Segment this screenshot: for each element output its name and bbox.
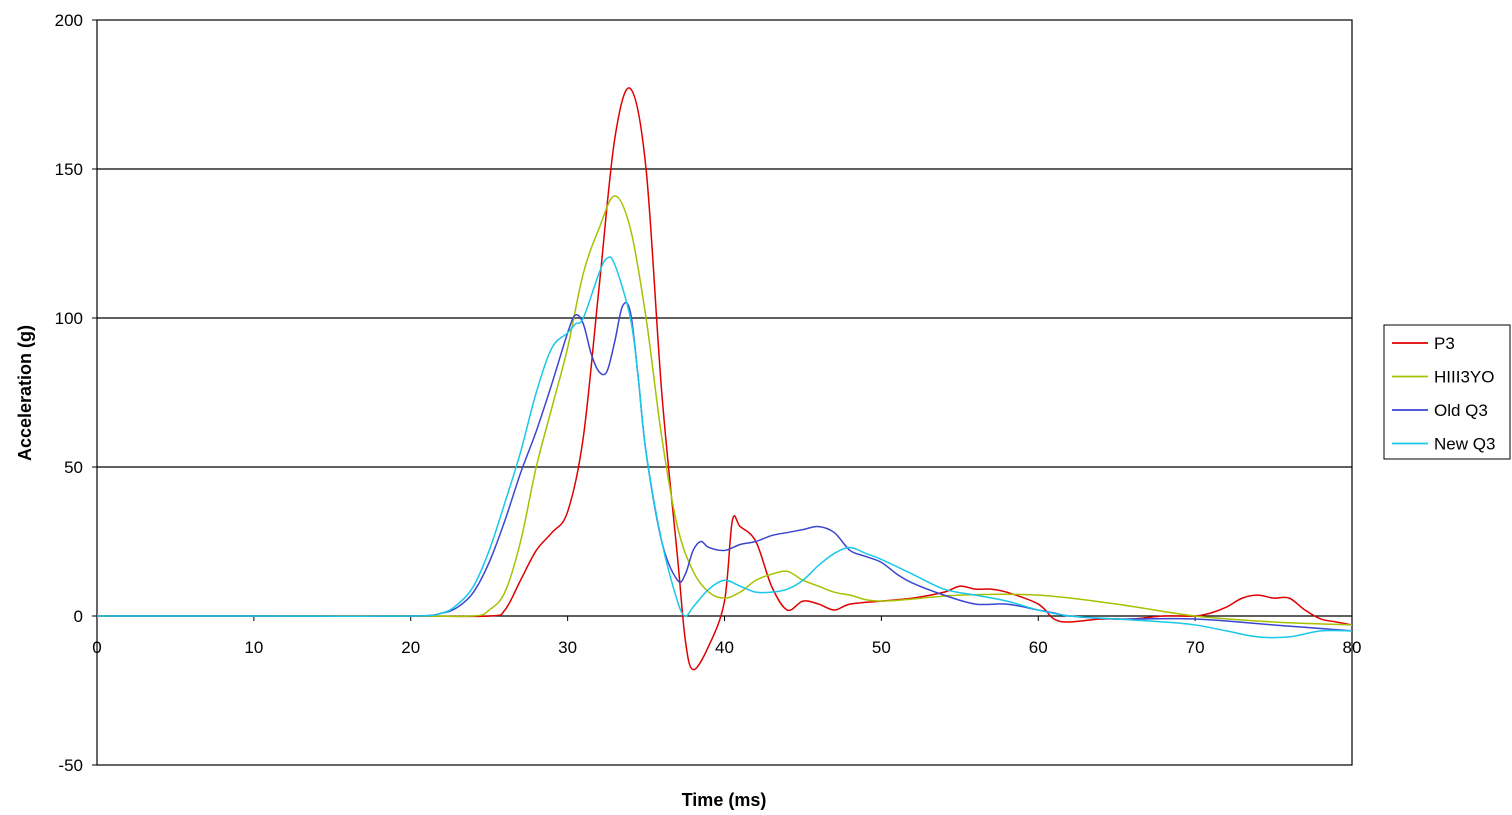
y-axis-ticks: -50 0 50 100 150 200	[55, 11, 97, 775]
x-tick-label: 30	[558, 638, 577, 657]
x-tick-label: 60	[1029, 638, 1048, 657]
x-tick-label: 40	[715, 638, 734, 657]
x-axis-title: Time (ms)	[682, 790, 767, 810]
x-tick-label: 20	[401, 638, 420, 657]
y-axis-title: Acceleration (g)	[15, 325, 35, 461]
y-tick-label: 100	[55, 309, 83, 328]
series-line-hiii3yo	[96, 195, 1353, 626]
series-line-old-q3	[96, 301, 1353, 632]
y-tick-label: 0	[74, 607, 83, 626]
gridlines	[97, 168, 1352, 617]
legend: P3 HIII3YO Old Q3 New Q3	[1383, 324, 1511, 460]
legend-label-new-q3: New Q3	[1434, 435, 1495, 454]
legend-label-old-q3: Old Q3	[1434, 401, 1488, 420]
series-line-new-q3	[96, 256, 1353, 639]
x-tick-label: 0	[92, 638, 101, 657]
x-tick-label: 70	[1186, 638, 1205, 657]
plot-area-frame	[96, 19, 1353, 766]
y-tick-label: 50	[64, 458, 83, 477]
y-tick-label: 150	[55, 160, 83, 179]
x-axis-ticks: 0 10 20 30 40 50 60 70 80	[92, 616, 1361, 657]
x-tick-label: 80	[1343, 638, 1362, 657]
y-tick-label: -50	[58, 756, 83, 775]
y-tick-label: 200	[55, 11, 83, 30]
series-lines	[96, 87, 1353, 671]
legend-frame	[1383, 324, 1511, 460]
x-tick-label: 10	[244, 638, 263, 657]
x-tick-label: 50	[872, 638, 891, 657]
legend-label-hiii3yo: HIII3YO	[1434, 368, 1494, 387]
series-line-p3	[96, 87, 1353, 671]
legend-label-p3: P3	[1434, 334, 1455, 353]
